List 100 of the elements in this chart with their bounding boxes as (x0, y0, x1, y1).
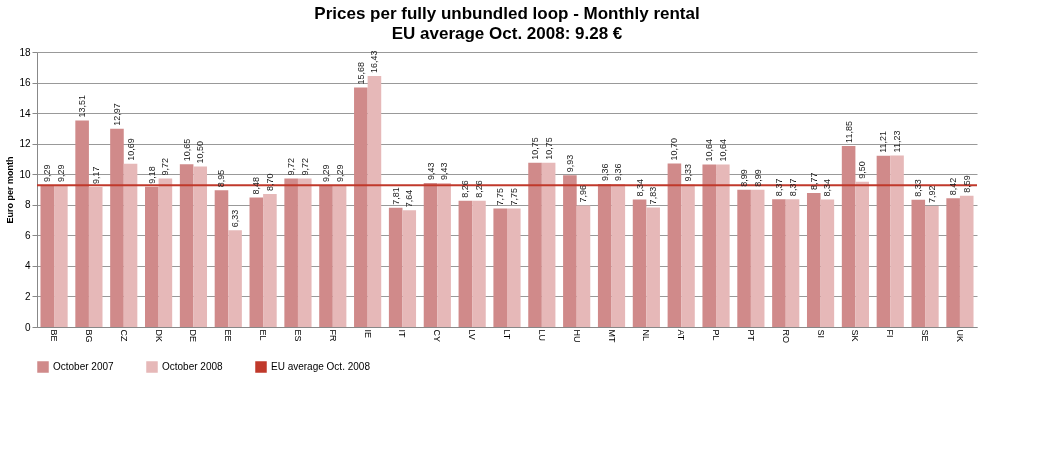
bar (772, 199, 786, 327)
bar (284, 178, 298, 327)
legend-label: October 2008 (162, 361, 224, 372)
bar (388, 207, 403, 327)
x-tick-label: CY (432, 329, 443, 343)
data-label: 9,18 (146, 166, 157, 184)
data-label: 8,70 (264, 173, 275, 192)
data-label: 8,37 (773, 178, 784, 197)
bar (563, 175, 577, 327)
y-tick-label: 6 (24, 229, 31, 241)
data-label: 7,81 (390, 187, 401, 205)
bar (946, 198, 960, 327)
data-label: 8,34 (634, 179, 645, 197)
y-tick-label: 8 (24, 199, 31, 211)
bar (541, 162, 556, 327)
data-label: 9,36 (613, 163, 624, 181)
bar (193, 166, 208, 327)
data-label: 8,99 (752, 169, 763, 187)
data-label: 10,75 (530, 137, 541, 160)
data-label: 10,50 (195, 141, 206, 164)
data-label: 8,95 (216, 169, 227, 188)
x-tick-label: EE (223, 329, 234, 342)
data-label: 9,93 (564, 154, 575, 173)
data-label: 8,34 (822, 179, 833, 197)
bar (332, 185, 347, 327)
bar (228, 230, 242, 327)
x-tick-label: CZ (118, 329, 129, 342)
data-label: 9,50 (857, 161, 868, 179)
data-label: 8,26 (460, 180, 471, 198)
data-label: 7,75 (508, 188, 519, 206)
bar (576, 205, 591, 327)
data-label: 9,33 (683, 163, 693, 182)
legend-label: October 2007 (53, 361, 115, 372)
chart-subtitle: EU average Oct. 2008: 9.28 € (391, 24, 623, 43)
data-label: 16,43 (369, 50, 380, 73)
data-label: 7,83 (648, 186, 659, 205)
data-label: 10,69 (125, 138, 136, 161)
x-tick-label: PL (711, 329, 722, 341)
data-label: 9,36 (599, 163, 610, 181)
bar (297, 178, 312, 327)
bar (632, 199, 647, 327)
x-tick-label: FR (327, 329, 338, 342)
chart-title: Prices per fully unbundled loop - Monthly rental (314, 4, 700, 23)
x-tick-label: IT (397, 329, 408, 338)
x-tick-label: BE (49, 329, 60, 342)
data-label: 11,21 (878, 130, 889, 153)
bar (667, 163, 682, 327)
data-label: 7,96 (578, 184, 589, 203)
x-tick-label: LU (536, 329, 547, 342)
data-label: 7,92 (926, 185, 937, 203)
bar (402, 210, 417, 327)
bar (806, 193, 821, 327)
data-label: 8,26 (473, 180, 484, 198)
x-tick-label: DK (153, 329, 164, 343)
bar (493, 208, 507, 327)
x-tick-label: EL (258, 329, 269, 341)
bar (319, 185, 333, 327)
bar (437, 182, 451, 327)
bar (737, 189, 751, 327)
data-label: 9,72 (286, 157, 297, 176)
data-label: 9,43 (439, 162, 450, 180)
data-label: 8,59 (961, 175, 972, 193)
bar (423, 182, 438, 327)
bar (611, 184, 626, 327)
bar (890, 155, 904, 327)
x-tick-label: RO (780, 329, 791, 343)
bar (263, 194, 277, 327)
data-label: 11,85 (843, 121, 854, 143)
data-label: 12,97 (111, 103, 122, 126)
data-label: 9,29 (55, 164, 66, 183)
y-tick-label: 14 (19, 107, 31, 119)
y-axis-title: Euro per month (5, 156, 16, 224)
data-label: 7,64 (404, 189, 415, 208)
bar (820, 199, 835, 327)
data-label: 9,72 (160, 157, 171, 176)
bar (367, 75, 382, 327)
bar (597, 184, 612, 327)
bar (472, 200, 486, 327)
data-label: 6,33 (230, 209, 241, 228)
x-tick-label: MT (606, 329, 617, 343)
y-tick-label: 10 (19, 168, 31, 180)
bar (158, 178, 173, 327)
bar (646, 207, 660, 327)
data-label: 13,51 (77, 95, 88, 118)
data-label: 10,70 (669, 138, 680, 161)
x-tick-label: SI (815, 329, 826, 339)
bar (925, 206, 939, 327)
x-tick-label: IE (362, 329, 373, 339)
bar (88, 186, 103, 327)
bar (354, 87, 368, 327)
data-label: 10,75 (543, 137, 554, 160)
data-label: 8,48 (251, 176, 262, 195)
bar (702, 164, 717, 327)
bar (54, 185, 68, 327)
bar (855, 181, 869, 327)
data-label: 9,29 (321, 164, 331, 183)
x-tick-label: PT (745, 329, 756, 342)
y-tick-label: 12 (19, 138, 31, 150)
data-label: 7,75 (495, 188, 506, 206)
bar (716, 164, 730, 327)
